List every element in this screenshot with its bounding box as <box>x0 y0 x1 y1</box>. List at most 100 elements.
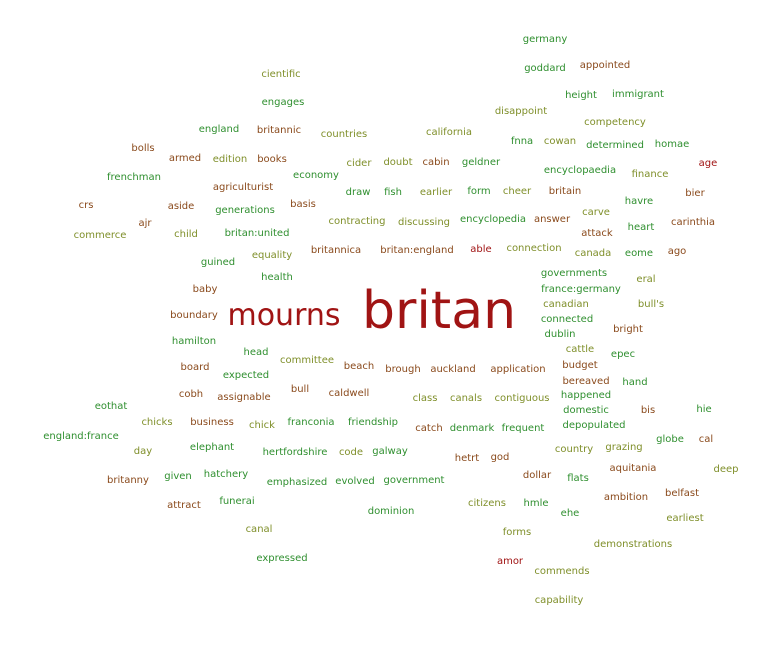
word: friendship <box>348 417 398 428</box>
word: assignable <box>217 392 271 403</box>
word: fish <box>384 187 402 198</box>
word: cobh <box>178 389 204 400</box>
word: cowan <box>543 136 577 147</box>
word: ajr <box>138 218 152 229</box>
word: earliest <box>666 513 704 524</box>
word: child <box>174 229 198 240</box>
word: epec <box>610 349 636 360</box>
word: catch <box>415 423 443 434</box>
word: discussing <box>397 217 451 228</box>
word: draw <box>345 187 371 198</box>
word: dollar <box>522 470 552 481</box>
word: california <box>425 127 473 138</box>
word: brough <box>385 364 421 375</box>
word: guined <box>200 257 236 268</box>
word: caldwell <box>328 388 370 399</box>
word: galway <box>372 446 408 457</box>
word-mourns: mourns <box>227 298 341 333</box>
word: ehe <box>560 508 580 519</box>
word: britain <box>548 186 582 197</box>
word: bull <box>290 384 310 395</box>
word: havre <box>624 196 654 207</box>
word: hertfordshire <box>262 447 328 458</box>
word: dominion <box>367 506 415 517</box>
word: deep <box>713 464 739 475</box>
word: bier <box>685 188 705 199</box>
word: canadian <box>543 299 589 310</box>
word: bis <box>640 405 656 416</box>
word: bereaved <box>562 376 610 387</box>
word: appointed <box>579 60 631 71</box>
word: aside <box>167 201 195 212</box>
word: ago <box>667 246 687 257</box>
word: cider <box>346 158 372 169</box>
word: germany <box>522 34 568 45</box>
word: canal <box>245 524 273 535</box>
word: attract <box>167 500 201 511</box>
word: demonstrations <box>593 539 673 550</box>
word: hmle <box>523 498 549 509</box>
word: connection <box>506 243 562 254</box>
word: amor <box>496 556 524 567</box>
word: boundary <box>170 310 218 321</box>
word: answer <box>533 214 571 225</box>
word: application <box>490 364 546 375</box>
word: eome <box>624 248 654 259</box>
word: board <box>180 362 210 373</box>
word: bright <box>613 324 643 335</box>
word: head <box>243 347 269 358</box>
word: heart <box>627 222 655 233</box>
word: expressed <box>256 553 308 564</box>
word: eothat <box>94 401 128 412</box>
word: immigrant <box>612 89 664 100</box>
word: determined <box>586 140 644 151</box>
word: belfast <box>664 488 700 499</box>
word: chicks <box>141 417 173 428</box>
word: commerce <box>73 230 127 241</box>
word: contracting <box>328 216 386 227</box>
word: forms <box>502 527 532 538</box>
word: denmark <box>449 423 495 434</box>
word: frequent <box>501 423 545 434</box>
word: encyclopaedia <box>543 165 617 176</box>
word: doubt <box>383 157 413 168</box>
word: happened <box>560 390 612 401</box>
word: competency <box>584 117 646 128</box>
word: cattle <box>565 344 595 355</box>
word: equality <box>251 250 293 261</box>
word: franconia <box>287 417 335 428</box>
word: class <box>412 393 438 404</box>
word: aquitania <box>609 463 657 474</box>
word: globe <box>656 434 684 445</box>
word: budget <box>562 360 598 371</box>
word: elephant <box>189 442 235 453</box>
word: britanny <box>107 475 149 486</box>
word: hie <box>696 404 712 415</box>
word: generations <box>215 205 275 216</box>
word: fnna <box>510 136 534 147</box>
word: funerai <box>219 496 255 507</box>
word: engages <box>261 97 305 108</box>
word: encyclopedia <box>459 214 527 225</box>
word: expected <box>222 370 270 381</box>
word: goddard <box>524 63 566 74</box>
word: cal <box>698 434 714 445</box>
word: cientific <box>261 69 301 80</box>
word: auckland <box>430 364 476 375</box>
word: connected <box>540 314 594 325</box>
word: finance <box>631 169 669 180</box>
word: armed <box>168 153 202 164</box>
word: disappoint <box>494 106 548 117</box>
word: domestic <box>563 405 609 416</box>
word: cheer <box>502 186 532 197</box>
word: bull's <box>637 299 665 310</box>
word: governments <box>540 268 608 279</box>
word: day <box>133 446 153 457</box>
word: england <box>198 124 240 135</box>
word-britan: britan <box>361 281 517 341</box>
word: hetrt <box>454 453 480 464</box>
word: economy <box>293 170 339 181</box>
word: flats <box>567 473 589 484</box>
word: dublin <box>544 329 576 340</box>
